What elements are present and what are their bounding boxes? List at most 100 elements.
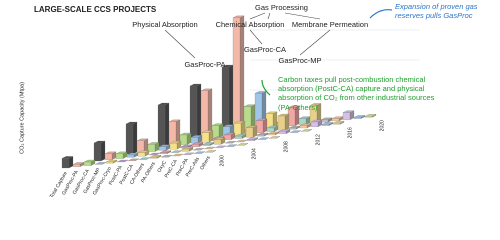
x-tick-label: OxyC [156,160,168,174]
bar-top [138,157,151,160]
bar-top [193,151,206,154]
bar [158,146,167,151]
bar-top [148,152,161,156]
bar-top [170,150,183,153]
bar [125,123,134,155]
bar [189,85,198,141]
bar-side [196,83,202,141]
bar-top [225,144,238,147]
bar-top [171,153,184,157]
bar-top [94,162,107,165]
annotation: Chemical Absorption [216,20,285,29]
bar [201,132,210,143]
bar-top [192,148,205,151]
bar [353,117,362,119]
bar [277,115,286,131]
bar-side [239,15,245,132]
connector [164,29,331,59]
bar-side [272,111,278,129]
bar [93,142,102,162]
bar [232,17,241,132]
bar [149,157,158,159]
annotation: Carbon taxes pull post-combustion chemic… [278,75,435,112]
bar [364,116,373,118]
bars [61,15,377,169]
bar [310,121,319,127]
bar [179,134,188,145]
bar [202,144,211,146]
annotation: Membrane Permeation [292,20,368,29]
bar [104,153,113,160]
bar [342,112,351,120]
annotation-box: Expansion of proven gas reserves pulls G… [395,2,478,20]
bar [278,131,287,134]
bar [83,161,92,166]
bar [288,127,297,130]
bar-top [257,137,270,140]
annotation: GasProc-PA [184,60,225,69]
bar [115,153,124,159]
bar-top [214,145,227,148]
depth-tick-label: 2000 [219,155,225,166]
bar [299,125,308,129]
bar [321,124,330,126]
bar-top [289,130,302,133]
depth-tick-label: 2004 [251,148,257,159]
bar-top [204,150,217,153]
annotation: GasProc-MP [279,56,322,65]
annotations: Gas Processing Physical Absorption Chemi… [132,2,478,112]
bar-top [116,159,129,163]
bar [105,161,114,164]
arrow [261,79,271,96]
bar [147,144,156,152]
bar-top [203,146,216,150]
depth-tick-label: 2012 [315,134,321,145]
bar-side [164,102,170,148]
depth-tick-label: 2008 [283,141,289,152]
chart-title: LARGE-SCALE CCS PROJECTS [34,5,157,14]
depth-tick-label: 2020 [379,120,385,131]
bar [181,148,190,152]
bar-side [262,118,268,133]
bar [267,133,276,136]
bar [234,136,243,139]
bar [72,164,81,167]
bar [157,104,166,148]
bar [256,134,265,137]
bar [213,139,222,145]
annotation: Physical Absorption [132,20,197,29]
chart: LARGE-SCALE CCS PROJECTS CO₂ Capture Cap… [19,2,478,199]
bar-side [132,121,138,155]
depth-tick-label: 2016 [347,127,353,138]
bar [159,152,168,154]
arrow [369,9,393,19]
bar-top [235,139,248,143]
bar [223,134,232,140]
bar [266,127,275,132]
y-axis-label: CO₂ Capture Capacity (Mtpa) [19,82,25,154]
bar [246,139,255,141]
bar-top [160,155,173,158]
bar-top [182,152,195,155]
bar-side [240,121,246,136]
bar-side [100,140,106,162]
x-tick-label: Others [199,155,212,171]
annotation: GasProc-CA [244,45,286,54]
bar-side [228,64,234,134]
bar-top [268,136,281,139]
bar [245,127,254,138]
connector [249,12,321,20]
bar [169,143,178,150]
bar-top [236,143,249,146]
bar [126,154,135,158]
bar [331,118,340,122]
bar-side [218,123,224,138]
bar [221,66,230,134]
bar-top [300,129,313,132]
bar [332,123,341,125]
bar-top [127,158,140,161]
bar-top [224,141,237,144]
bar [61,158,70,169]
annotation: Gas Processing [255,3,308,12]
annotation-box: Carbon taxes pull post-combustion chemic… [278,75,435,112]
